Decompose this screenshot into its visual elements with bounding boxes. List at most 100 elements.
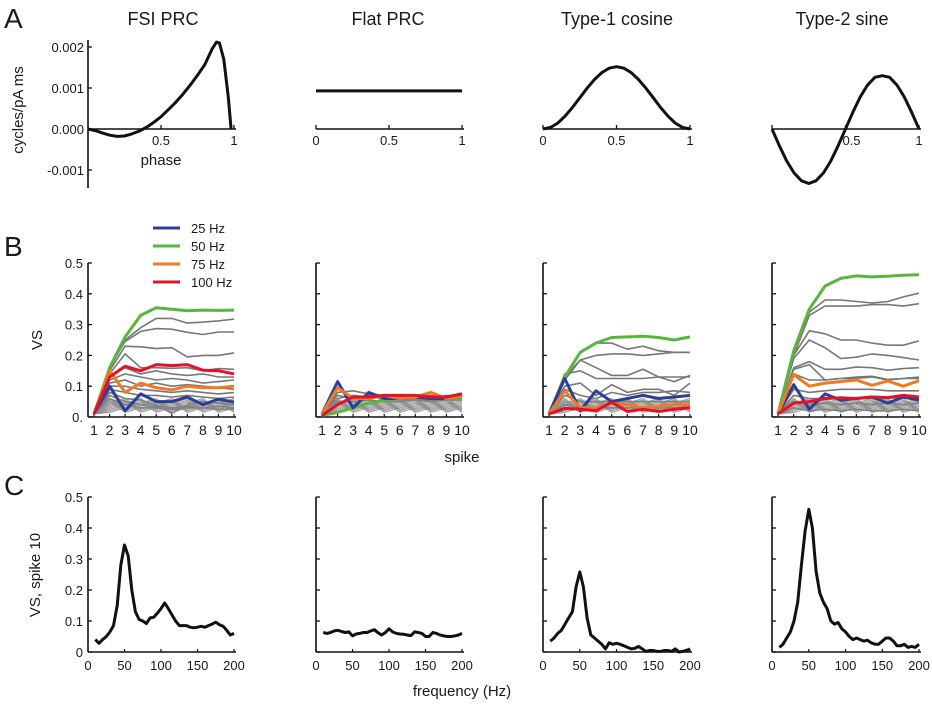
series-line-50hz [547,334,691,415]
series-line-100hz [321,392,463,417]
chart-a-fsi: 0.5 1 -0.001 0.000 0.001 0.002 cycles/pA ms pha… [10,40,238,188]
x-tick-label: 200 [223,658,245,673]
x-tick-label: 6 [852,422,860,438]
x-tick-label: 1 [545,422,553,438]
x-tick-label: 0 [768,658,775,673]
grey-series-line [93,373,235,415]
x-tick-label: 2 [106,422,114,438]
grey-series-line [321,397,463,415]
series-line-100hz [92,363,235,415]
grey-series-line [93,397,235,415]
chart-c-flat: 0 50 100 150 200 [312,496,473,673]
chart-a-flat: 0 0.5 1 [312,89,466,148]
y-tick-label: 0.002 [51,40,84,55]
prc-curve [542,65,691,131]
x-tick-label: 5 [380,422,388,438]
x-tick-label: 3 [349,422,357,438]
b-shared-xlabel: spike [444,449,479,466]
x-tick-label: 50 [573,658,587,673]
series-line-25hz [92,384,235,415]
panel-letter-c: C [4,470,24,501]
x-tick-label: 10 [454,422,470,438]
x-tick-label: 7 [639,422,647,438]
x-tick-label: 4 [592,422,600,438]
y-tick-label: -0.001 [47,163,84,178]
grey-series-line [321,397,463,415]
x-tick-label: 6 [623,422,631,438]
grey-series-line [548,358,691,415]
legend-label: 75 Hz [191,257,225,272]
series-line-75hz [776,373,920,415]
x-tick-label: 100 [378,658,400,673]
column-title-flat: Flat PRC [351,9,424,29]
grey-series-line [548,351,690,415]
grey-series-line [777,388,919,415]
x-tick-label: 8 [199,422,207,438]
panel-letter-a: A [4,3,23,34]
x-tick-label: 1 [686,133,693,148]
x-tick-label: 7 [183,422,191,438]
grey-series-line [548,369,690,415]
chart-a-type1: 0 0.5 1 [539,65,694,148]
chart-c-type1: 0 50 100 150 200 [539,496,701,673]
grey-series-line [777,399,920,415]
x-tick-label: 0 [539,658,546,673]
x-tick-label: 50 [117,658,131,673]
vs-curve [549,570,691,654]
x-tick-label: 2 [561,422,569,438]
x-tick-label: 0.5 [380,133,398,148]
legend-label: 100 Hz [191,275,232,290]
series-line-75hz [320,386,463,415]
x-tick-label: 4 [365,422,373,438]
grey-series-line [777,372,919,415]
x-tick-label: 0.5 [152,133,170,148]
column-title-type1: Type-1 cosine [561,9,673,29]
x-tick-label: 150 [642,658,664,673]
vs-curve [94,543,235,645]
x-tick-label: 0.5 [842,133,860,148]
x-tick-label: 9 [215,422,223,438]
y-tick-label: 0. [72,410,83,425]
chart-b-fsi: 0. 0.1 0.2 0.3 0.4 0.5 1 2 3 4 5 6 7 8 9 10 VS 25 Hz 50 Hz… [29,221,242,438]
y-tick-label: 0.4 [65,287,83,302]
x-axis-label: phase [141,152,182,169]
x-tick-label: 5 [837,422,845,438]
x-tick-label: 10 [911,422,927,438]
series-line-50hz [92,306,235,415]
y-tick-label: 0.5 [65,256,83,271]
x-tick-label: 200 [908,658,930,673]
grey-series-line [93,385,235,415]
vs-curve [778,507,920,649]
chart-b-type2: 1 2 3 4 5 6 7 8 9 10 [771,262,927,438]
x-tick-label: 0 [539,133,546,148]
y-tick-label: 0.1 [65,614,83,629]
x-tick-label: 3 [576,422,584,438]
y-tick-label: 0.2 [65,583,83,598]
x-tick-label: 50 [802,658,816,673]
y-tick-label: 0.2 [65,348,83,363]
x-tick-label: 2 [790,422,798,438]
y-tick-label: 0.1 [65,379,83,394]
y-axis-label: VS, spike 10 [27,533,44,617]
x-tick-label: 1 [915,133,922,148]
x-tick-label: 9 [670,422,678,438]
y-tick-label: 0.4 [65,521,83,536]
grey-series-line [93,399,235,415]
x-tick-label: 2 [334,422,342,438]
grey-series-line [777,302,920,415]
x-tick-label: 8 [655,422,663,438]
x-tick-label: 8 [884,422,892,438]
vs-curve [322,627,463,638]
series-line-100hz [548,400,691,416]
x-tick-label: 1 [90,422,98,438]
chart-c-type2: 0 50 100 150 200 [768,496,930,673]
x-tick-label: 100 [606,658,628,673]
x-tick-label: 0 [84,658,91,673]
grey-series-line [93,397,235,415]
x-tick-label: 100 [150,658,172,673]
y-tick-label: 0.5 [65,490,83,505]
grey-series-line [777,339,920,415]
x-tick-label: 4 [821,422,829,438]
